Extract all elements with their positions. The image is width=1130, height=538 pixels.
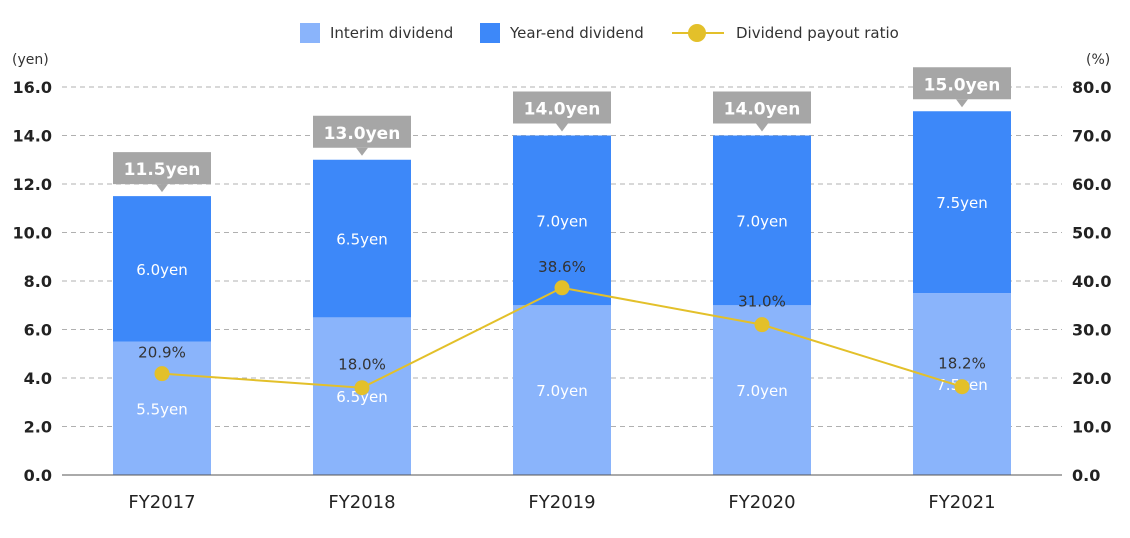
legend-interim-swatch [300, 23, 320, 43]
legend: Interim dividend Year-end dividend Divid… [0, 20, 1130, 46]
bar-label-interim: 7.0yen [736, 382, 787, 400]
bar-label-interim: 6.5yen [336, 388, 387, 406]
legend-interim-label: Interim dividend [330, 24, 454, 42]
bar-label-year-end: 7.0yen [736, 212, 787, 230]
bar-label-interim: 7.0yen [536, 382, 587, 400]
payout-ratio-label: 18.2% [938, 355, 986, 373]
total-callout-pointer [356, 147, 368, 156]
right-tick-label: 70.0 [1072, 127, 1111, 146]
x-tick-label: FY2017 [128, 492, 195, 513]
left-tick-label: 4.0 [24, 369, 52, 388]
total-label: 15.0yen [924, 75, 1001, 95]
total-label: 13.0yen [324, 124, 401, 144]
payout-ratio-label: 31.0% [738, 293, 786, 311]
x-tick-label: FY2020 [728, 492, 795, 513]
bar-year-end [513, 135, 611, 306]
bar-interim [513, 305, 611, 475]
total-callout-box [713, 91, 811, 124]
payout-ratio-label: 18.0% [338, 356, 386, 374]
left-tick-label: 10.0 [13, 224, 52, 243]
right-tick-label: 20.0 [1072, 369, 1111, 388]
total-callout-pointer [756, 123, 768, 132]
left-tick-label: 14.0 [13, 127, 52, 146]
total-callout-box [513, 91, 611, 124]
total-callout-box [113, 152, 211, 185]
x-tick-label: FY2021 [928, 492, 995, 513]
payout-ratio-point [154, 366, 170, 382]
total-label: 14.0yen [524, 100, 601, 120]
left-tick-label: 8.0 [24, 272, 52, 291]
bar-interim [713, 305, 811, 475]
right-tick-label: 50.0 [1072, 224, 1111, 243]
payout-ratio-point [554, 280, 570, 296]
right-tick-label: 0.0 [1072, 466, 1100, 485]
total-callout-box [913, 67, 1011, 100]
right-tick-label: 10.0 [1072, 418, 1111, 437]
bar-interim [313, 317, 411, 475]
total-label: 11.5yen [124, 160, 201, 180]
legend-payout-marker [672, 23, 724, 43]
left-axis-unit: (yen) [12, 52, 49, 68]
left-tick-label: 16.0 [13, 78, 52, 97]
right-axis-unit: (%) [1086, 52, 1111, 68]
x-tick-label: FY2019 [528, 492, 595, 513]
bar-year-end [313, 159, 411, 318]
payout-ratio-label: 38.6% [538, 258, 586, 276]
payout-ratio-point [754, 317, 770, 333]
right-tick-label: 30.0 [1072, 321, 1111, 340]
left-tick-label: 0.0 [24, 466, 52, 485]
left-tick-label: 2.0 [24, 418, 52, 437]
bar-label-interim: 5.5yen [136, 400, 187, 418]
x-tick-label: FY2018 [328, 492, 395, 513]
legend-payout: Dividend payout ratio [672, 20, 899, 46]
legend-interim: Interim dividend [300, 20, 453, 46]
total-callout-pointer [156, 184, 168, 193]
total-callout-box [313, 115, 411, 148]
total-callout-pointer [556, 123, 568, 132]
bar-year-end [113, 196, 211, 342]
left-tick-label: 6.0 [24, 321, 52, 340]
legend-year-end-label: Year-end dividend [510, 24, 644, 42]
right-tick-label: 60.0 [1072, 175, 1111, 194]
payout-ratio-point [354, 380, 370, 396]
legend-year-end: Year-end dividend [480, 20, 644, 46]
bar-year-end [913, 111, 1011, 294]
legend-payout-label: Dividend payout ratio [736, 24, 899, 42]
left-tick-label: 12.0 [13, 175, 52, 194]
payout-ratio-point [954, 379, 970, 395]
total-callout-pointer [956, 99, 968, 108]
bar-year-end [713, 135, 811, 306]
bar-label-year-end: 7.0yen [536, 212, 587, 230]
bar-interim [113, 341, 211, 475]
total-label: 14.0yen [724, 100, 801, 120]
right-tick-label: 80.0 [1072, 78, 1111, 97]
right-tick-label: 40.0 [1072, 272, 1111, 291]
bar-label-year-end: 7.5yen [936, 194, 987, 212]
bar-label-year-end: 6.0yen [136, 261, 187, 279]
bar-label-year-end: 6.5yen [336, 231, 387, 249]
legend-year-end-swatch [480, 23, 500, 43]
payout-ratio-label: 20.9% [138, 344, 186, 362]
